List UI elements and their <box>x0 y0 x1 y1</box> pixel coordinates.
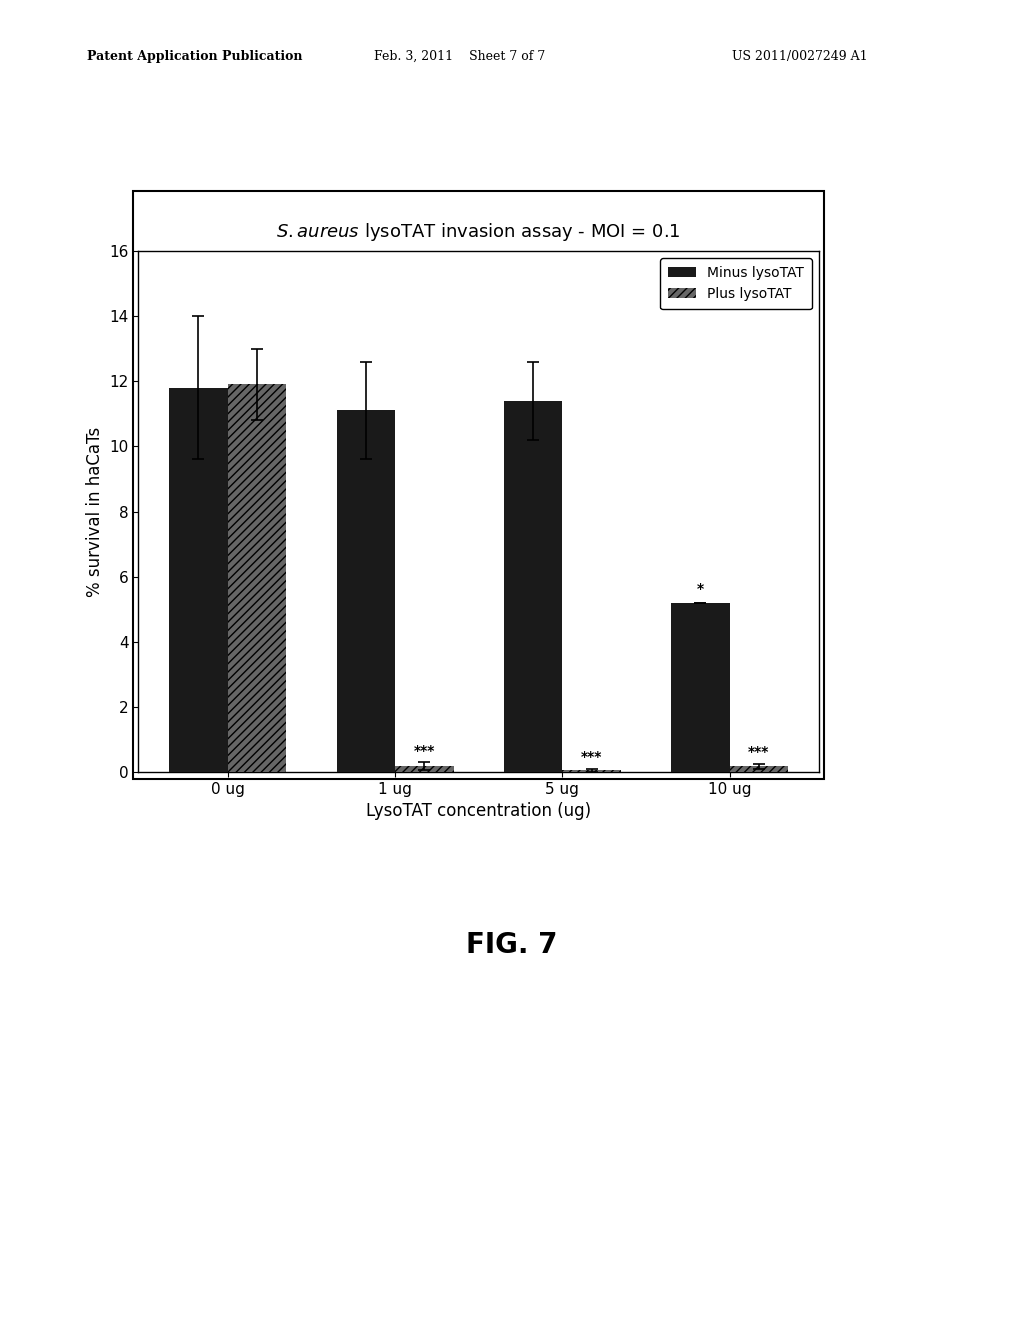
Bar <box>504 401 562 772</box>
Bar <box>395 767 454 772</box>
Bar <box>337 411 395 772</box>
Legend: Minus lysoTAT, Plus lysoTAT: Minus lysoTAT, Plus lysoTAT <box>659 257 812 309</box>
Bar <box>169 388 227 772</box>
X-axis label: LysoTAT concentration (ug): LysoTAT concentration (ug) <box>367 803 591 821</box>
Bar <box>227 384 287 772</box>
Text: US 2011/0027249 A1: US 2011/0027249 A1 <box>732 50 867 63</box>
Y-axis label: % survival in haCaTs: % survival in haCaTs <box>86 426 103 597</box>
Text: *: * <box>697 582 703 597</box>
Text: ***: *** <box>749 744 770 759</box>
Text: ***: *** <box>414 743 435 758</box>
Text: ***: *** <box>581 750 602 764</box>
Bar <box>562 771 621 772</box>
Bar <box>730 767 788 772</box>
Text: Patent Application Publication: Patent Application Publication <box>87 50 302 63</box>
Title: $\it{S. aureus}$ lysoTAT invasion assay - MOI = 0.1: $\it{S. aureus}$ lysoTAT invasion assay … <box>276 220 681 243</box>
Text: FIG. 7: FIG. 7 <box>466 931 558 958</box>
Text: Feb. 3, 2011    Sheet 7 of 7: Feb. 3, 2011 Sheet 7 of 7 <box>374 50 545 63</box>
Bar <box>671 603 730 772</box>
